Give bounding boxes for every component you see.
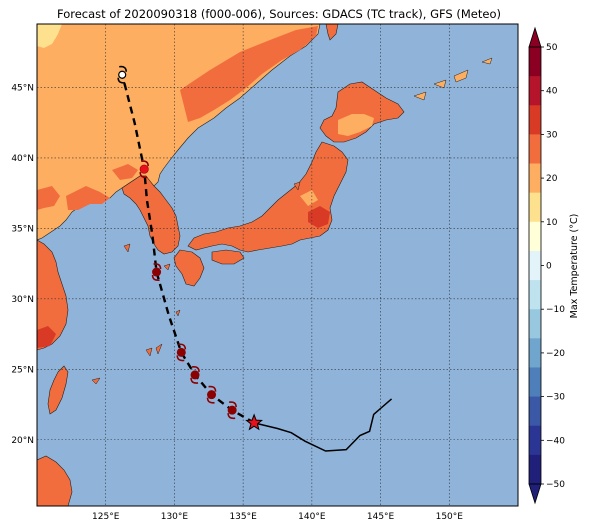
colorbar-segment <box>529 134 541 165</box>
colorbar-segment <box>529 105 541 135</box>
map-title: Forecast of 2020090318 (f000-006), Sourc… <box>57 7 501 21</box>
lon-tick-label: 130°E <box>161 512 189 522</box>
colorbar-segment <box>529 221 541 252</box>
lon-tick-label: 135°E <box>229 512 257 522</box>
current-position-star <box>245 413 264 431</box>
land-honshu <box>187 141 349 253</box>
lat-tick-label: 20°N <box>11 436 34 446</box>
colorbar-segment <box>529 250 541 281</box>
colorbar-segment <box>529 425 541 456</box>
colorbar-segment <box>529 192 541 223</box>
land-asia-mainland <box>37 24 321 255</box>
typhoon-symbol <box>206 385 217 404</box>
colorbar-tick-label: 10 <box>546 218 558 228</box>
colorbar-segment <box>529 76 541 106</box>
colorbar-tick-label: −40 <box>546 436 565 446</box>
colorbar-segment <box>529 309 541 339</box>
colorbar-label: Max Temperature (°C) <box>569 214 580 319</box>
colorbar-min-arrow <box>528 483 542 505</box>
typhoon-track <box>117 65 393 452</box>
land-taiwan <box>47 365 69 415</box>
forecast-point-marker <box>140 165 149 174</box>
past-track-line <box>253 398 393 452</box>
typhoon-symbol <box>190 365 200 384</box>
colorbar-tick-label: 40 <box>546 87 558 97</box>
colorbar-tick-label: −30 <box>546 393 565 403</box>
typhoon-symbol <box>176 343 187 362</box>
colorbar-segment <box>529 367 541 398</box>
land-luzon <box>37 455 73 506</box>
colorbar-segment <box>529 47 541 77</box>
colorbar-segment <box>529 163 541 194</box>
colorbar-tick-label: 0 <box>546 262 552 272</box>
land-south-japan <box>173 249 245 287</box>
lat-tick-label: 35°N <box>11 224 34 234</box>
colorbar: 50 40 30 20 10 0 −10 −20 −30 −40 −50 <box>528 26 565 505</box>
storm-symbol-outline <box>117 65 128 84</box>
colorbar-tick-label: −50 <box>546 480 565 490</box>
colorbar-tick-label: −10 <box>546 305 565 315</box>
typhoon-symbol <box>151 263 162 281</box>
colorbar-tick-label: −20 <box>546 349 565 359</box>
colorbar-tick-label: 50 <box>546 43 558 53</box>
land-north-japan <box>319 24 493 143</box>
colorbar-segment <box>529 396 541 427</box>
lat-tick-label: 40°N <box>11 154 34 164</box>
map-frame <box>36 23 519 507</box>
colorbar-segment <box>529 338 541 368</box>
typhoon-symbol <box>227 401 237 420</box>
colorbar-tick-label: 20 <box>546 174 558 184</box>
colorbar-segment <box>529 454 541 485</box>
colorbar-max-arrow <box>528 26 542 48</box>
map-area <box>37 24 518 506</box>
land-islands <box>91 181 301 385</box>
longitude-ticks: 125°E 130°E 135°E 140°E 145°E 150°E <box>92 512 463 522</box>
lat-tick-label: 30°N <box>11 295 34 305</box>
latitude-ticks: 20°N 25°N 30°N 35°N 40°N 45°N <box>11 83 34 445</box>
lat-tick-label: 25°N <box>11 365 34 375</box>
colorbar-segment <box>529 280 541 310</box>
colorbar-tick-label: 30 <box>546 130 558 140</box>
lon-tick-label: 150°E <box>436 512 464 522</box>
land-south-china <box>37 239 69 351</box>
lon-tick-label: 125°E <box>92 512 120 522</box>
lon-tick-label: 145°E <box>367 512 395 522</box>
lon-tick-label: 140°E <box>298 512 326 522</box>
lat-tick-label: 45°N <box>11 83 34 93</box>
